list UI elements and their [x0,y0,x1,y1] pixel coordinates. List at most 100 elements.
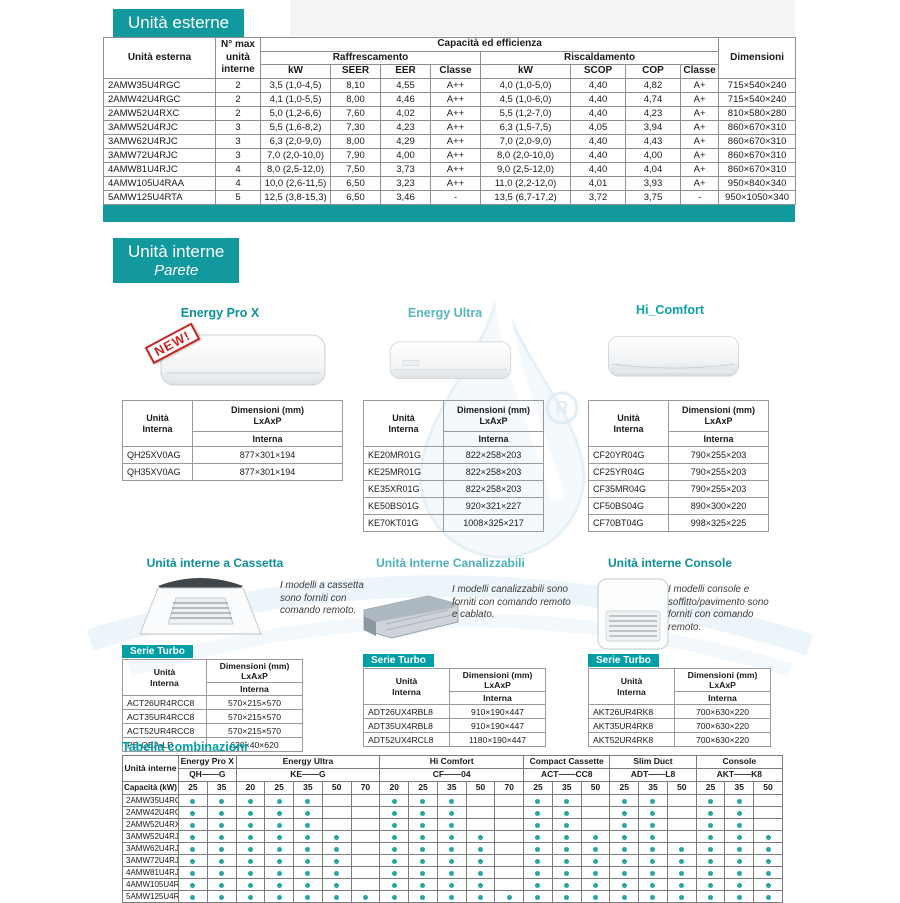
combo-dot-cell [264,842,295,855]
compatibility-dot [708,858,714,864]
table-row: 3AMW62U4RJC 3 6,3 (2,0-9,0) 8,00 4,29 A++ 7,0 … [103,133,797,149]
compatibility-dot [449,846,455,852]
compatibility-dot [190,870,196,876]
value-cell: 910×190×447 [449,704,546,719]
combo-dot-cell [206,878,237,891]
combo-size-header: 35 [206,781,237,795]
dim-header-interna: Interna [674,691,771,705]
table-row: ADT52UX4RCL8 1180×190×447 [363,732,546,747]
col-header-riscaldamento: Riscaldamento [479,50,720,65]
combo-dot-cell [436,854,467,867]
table-row: ACT52UR4RCC8 570×215×570 [122,723,303,738]
combo-size-header: 25 [264,781,295,795]
combo-dot-cell [724,830,755,843]
combo-dot-cell [408,878,438,891]
compatibility-dot [765,870,771,876]
compatibility-dot [708,798,714,804]
value-cell: 950×840×340 [718,175,797,191]
model-code-cell: KE20MR01G [363,446,444,464]
combo-model-cell: 4AMW81U4RJC [122,866,179,879]
compatibility-dot [305,882,311,888]
combo-dot-cell [494,806,525,819]
dim-header-dimensioni: Dimensioni (mm) LxAxP [449,668,546,692]
model-code-cell: CF70BT04G [588,514,669,532]
combo-dot-cell [523,854,553,867]
value-cell: 4,00 [380,147,431,163]
table-row: AKT26UR4RK8 700×630×220 [588,704,771,719]
combo-dot-cell [206,794,237,807]
compatibility-dot [736,834,742,840]
combo-size-header: 20 [235,781,266,795]
combo-dot-cell [350,854,381,867]
combo-dot-cell [753,806,783,819]
compatibility-dot [276,846,282,852]
value-cell: 4,29 [380,133,431,149]
value-cell: 570×215×570 [206,709,303,724]
compatibility-dot [765,834,771,840]
value-cell: 6,3 (1,5-7,5) [480,119,571,135]
section-title-text: Unità interne [128,242,225,261]
value-cell: 790×255×203 [668,463,769,481]
combo-dot-cell [321,818,352,831]
compatibility-dot [305,798,311,804]
combo-dot-cell [379,818,410,831]
combo-dot-cell [753,794,783,807]
combo-model-cell: 5AMW125U4RTA [122,890,179,903]
table-row: 2AMW52U4RXC 2 5,0 (1,2-6,6) 7,60 4,02 A++ 5,5 … [103,105,797,121]
table-row: 2AMW35U4RGC 2 3,5 (1,0-4,5) 8,10 4,55 A++ 4,0 … [103,77,797,93]
compatibility-dot [535,870,541,876]
table-row: CF25YR04G 790×255×203 [588,463,769,481]
combo-dot-cell [494,842,525,855]
combo-dot-cell [408,830,438,843]
combo-dot-cell [206,866,237,879]
compatibility-dot [276,822,282,828]
combo-dot-cell [264,818,295,831]
value-cell: 4,82 [625,77,681,93]
combo-dot-cell [551,854,582,867]
compatibility-dot [391,822,397,828]
compatibility-dot [420,834,426,840]
combo-dot-cell [235,830,266,843]
compatibility-dot [276,858,282,864]
compatibility-dot [219,882,225,888]
combo-dot-cell [235,890,266,903]
serie-turbo-label-console: Serie Turbo [588,654,659,667]
combo-dot-cell [609,890,640,903]
combo-dot-cell [178,842,208,855]
compatibility-dot [621,810,627,816]
value-cell: 822×258×203 [443,446,544,464]
value-cell: 5 [215,189,261,205]
value-cell: 8,00 [330,133,381,149]
compatibility-dot [247,810,253,816]
compatibility-dot [736,894,742,900]
combo-dot-cell [580,818,611,831]
value-cell: 6,50 [330,175,381,191]
value-cell: 822×258×203 [443,463,544,481]
model-code-cell: ADT26UX4RBL8 [363,704,450,719]
value-cell: 2 [215,91,261,107]
cassetta-unit-image [139,578,262,635]
value-cell: 11,0 (2,2-12,0) [480,175,571,191]
value-cell: 4,74 [625,91,681,107]
combo-dot-cell [235,866,266,879]
combo-dot-cell [293,854,323,867]
compatibility-dot [621,894,627,900]
dim-header-interna: Interna [206,682,303,696]
combo-dot-cell [465,794,496,807]
combo-size-header: 25 [695,781,726,795]
value-cell: 8,00 [330,91,381,107]
combo-group-header: Compact Cassette [523,755,611,769]
combo-dot-cell [293,878,323,891]
compatibility-dot [564,822,570,828]
combo-size-header: 50 [753,781,783,795]
section-title-text: Unità esterne [128,13,230,32]
combo-dot-cell [436,878,467,891]
combo-row: 4AMW81U4RJC [122,866,783,879]
compatibility-dot [708,870,714,876]
compatibility-dot [621,822,627,828]
combo-dot-cell [206,842,237,855]
compatibility-dot [305,822,311,828]
model-code-cell: ADT52UX4RCL8 [363,732,450,747]
combo-dot-cell [551,890,582,903]
combo-dot-cell [523,806,553,819]
